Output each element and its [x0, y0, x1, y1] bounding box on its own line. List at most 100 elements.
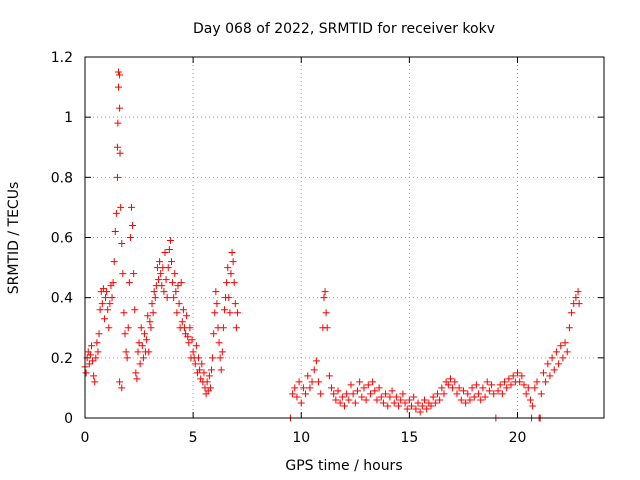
- data-point: [438, 384, 446, 392]
- data-point: [148, 300, 156, 308]
- data-point: [161, 249, 169, 257]
- data-point: [231, 300, 239, 308]
- data-point: [338, 393, 346, 401]
- data-point: [479, 384, 487, 392]
- data-point: [177, 279, 185, 287]
- data-point: [421, 396, 429, 404]
- data-point: [384, 402, 392, 410]
- data-point: [115, 68, 123, 76]
- data-point: [105, 324, 113, 332]
- data-point: [192, 342, 200, 350]
- data-point: [208, 366, 216, 374]
- data-point: [529, 402, 537, 410]
- data-point: [539, 369, 547, 377]
- data-point: [125, 279, 133, 287]
- data-point: [103, 288, 111, 296]
- data-point: [147, 324, 155, 332]
- data-point: [418, 402, 426, 410]
- data-point: [449, 384, 457, 392]
- data-point: [299, 384, 307, 392]
- data-point: [186, 324, 194, 332]
- data-point: [96, 306, 104, 314]
- data-point: [230, 279, 238, 287]
- data-point: [109, 279, 117, 287]
- data-point: [481, 393, 489, 401]
- data-point: [546, 372, 554, 380]
- data-point: [113, 173, 121, 181]
- data-point: [124, 324, 132, 332]
- data-point: [561, 339, 569, 347]
- data-point: [509, 372, 517, 380]
- data-point: [358, 393, 366, 401]
- data-point: [542, 378, 550, 386]
- data-point: [171, 270, 179, 278]
- data-point: [533, 378, 541, 386]
- y-tick-label: 0.6: [51, 231, 73, 247]
- data-point: [110, 258, 118, 266]
- data-point: [216, 354, 224, 362]
- data-point: [158, 282, 166, 290]
- data-point: [98, 300, 106, 308]
- data-point: [138, 342, 146, 350]
- data-point: [82, 369, 90, 377]
- data-point: [185, 339, 193, 347]
- data-point: [440, 390, 448, 398]
- data-point: [139, 354, 147, 362]
- data-point: [113, 143, 121, 151]
- data-point: [129, 221, 137, 229]
- data-point: [334, 387, 342, 395]
- data-point: [144, 312, 152, 320]
- data-point: [200, 369, 208, 377]
- data-point: [550, 366, 558, 374]
- data-point: [308, 378, 316, 386]
- data-point: [494, 387, 502, 395]
- data-point: [289, 390, 297, 398]
- data-point: [86, 351, 94, 359]
- data-point: [336, 399, 344, 407]
- data-point: [132, 369, 140, 377]
- data-point: [485, 387, 493, 395]
- data-point: [382, 390, 390, 398]
- data-point: [212, 288, 220, 296]
- x-tick-label: 5: [189, 430, 198, 446]
- data-point: [226, 309, 234, 317]
- data-point: [423, 405, 431, 413]
- data-point: [568, 309, 576, 317]
- data-point: [366, 390, 374, 398]
- data-point: [95, 330, 103, 338]
- data-point: [206, 384, 214, 392]
- data-point: [371, 387, 379, 395]
- data-point: [135, 339, 143, 347]
- data-point: [108, 294, 116, 302]
- data-point: [130, 270, 138, 278]
- data-point: [403, 405, 411, 413]
- data-point: [369, 378, 377, 386]
- data-point: [507, 381, 515, 389]
- data-point: [183, 312, 191, 320]
- data-point: [323, 324, 331, 332]
- data-point: [163, 294, 171, 302]
- y-axis-label: SRMTID / TECUs: [6, 182, 22, 295]
- data-point: [119, 270, 127, 278]
- data-point: [459, 387, 467, 395]
- data-point: [195, 354, 203, 362]
- data-point: [526, 396, 534, 404]
- data-point: [501, 378, 509, 386]
- data-point: [127, 203, 135, 211]
- data-point: [468, 384, 476, 392]
- data-point: [150, 288, 158, 296]
- data-point: [175, 300, 183, 308]
- data-point: [548, 354, 556, 362]
- data-point: [126, 234, 134, 241]
- data-point: [332, 396, 340, 404]
- data-point: [229, 258, 237, 266]
- data-point: [227, 270, 235, 278]
- data-point: [188, 336, 196, 344]
- data-point: [178, 318, 186, 326]
- data-point: [155, 276, 163, 284]
- data-point: [143, 336, 151, 344]
- data-point: [102, 294, 110, 302]
- data-point: [156, 258, 164, 266]
- data-points: [81, 68, 583, 422]
